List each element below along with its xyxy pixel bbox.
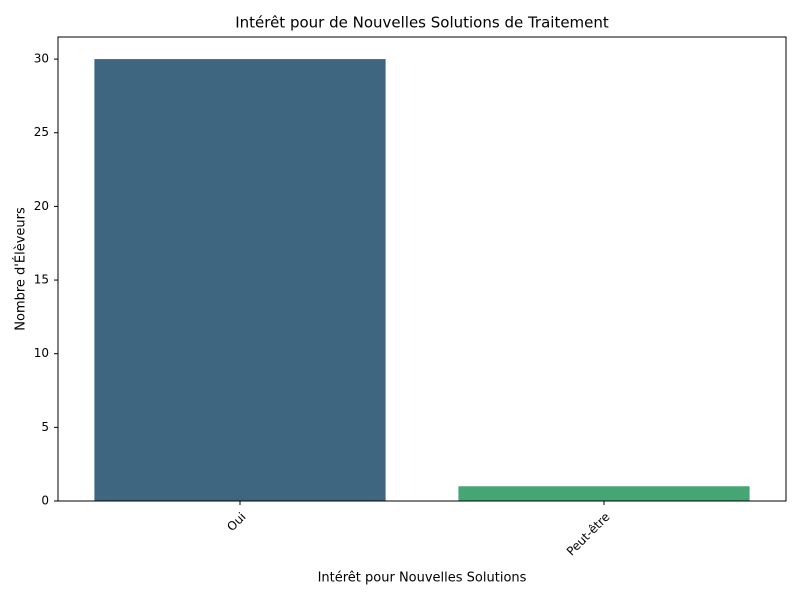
y-tick-label: 0	[41, 494, 49, 508]
y-tick-label: 30	[34, 52, 49, 66]
bar	[94, 59, 386, 501]
plot-frame	[57, 36, 787, 502]
bar	[458, 486, 750, 501]
y-tick-label: 20	[34, 199, 49, 213]
y-axis-label: Nombre d'Élèveurs	[13, 207, 29, 331]
y-tick-label: 25	[34, 125, 49, 139]
x-axis-label: Intérêt pour Nouvelles Solutions	[318, 571, 527, 586]
y-tick-label: 10	[34, 346, 49, 360]
chart-title: Intérêt pour de Nouvelles Solutions de T…	[235, 14, 609, 32]
y-tick-label: 15	[34, 273, 49, 287]
y-tick-label: 5	[41, 420, 49, 434]
